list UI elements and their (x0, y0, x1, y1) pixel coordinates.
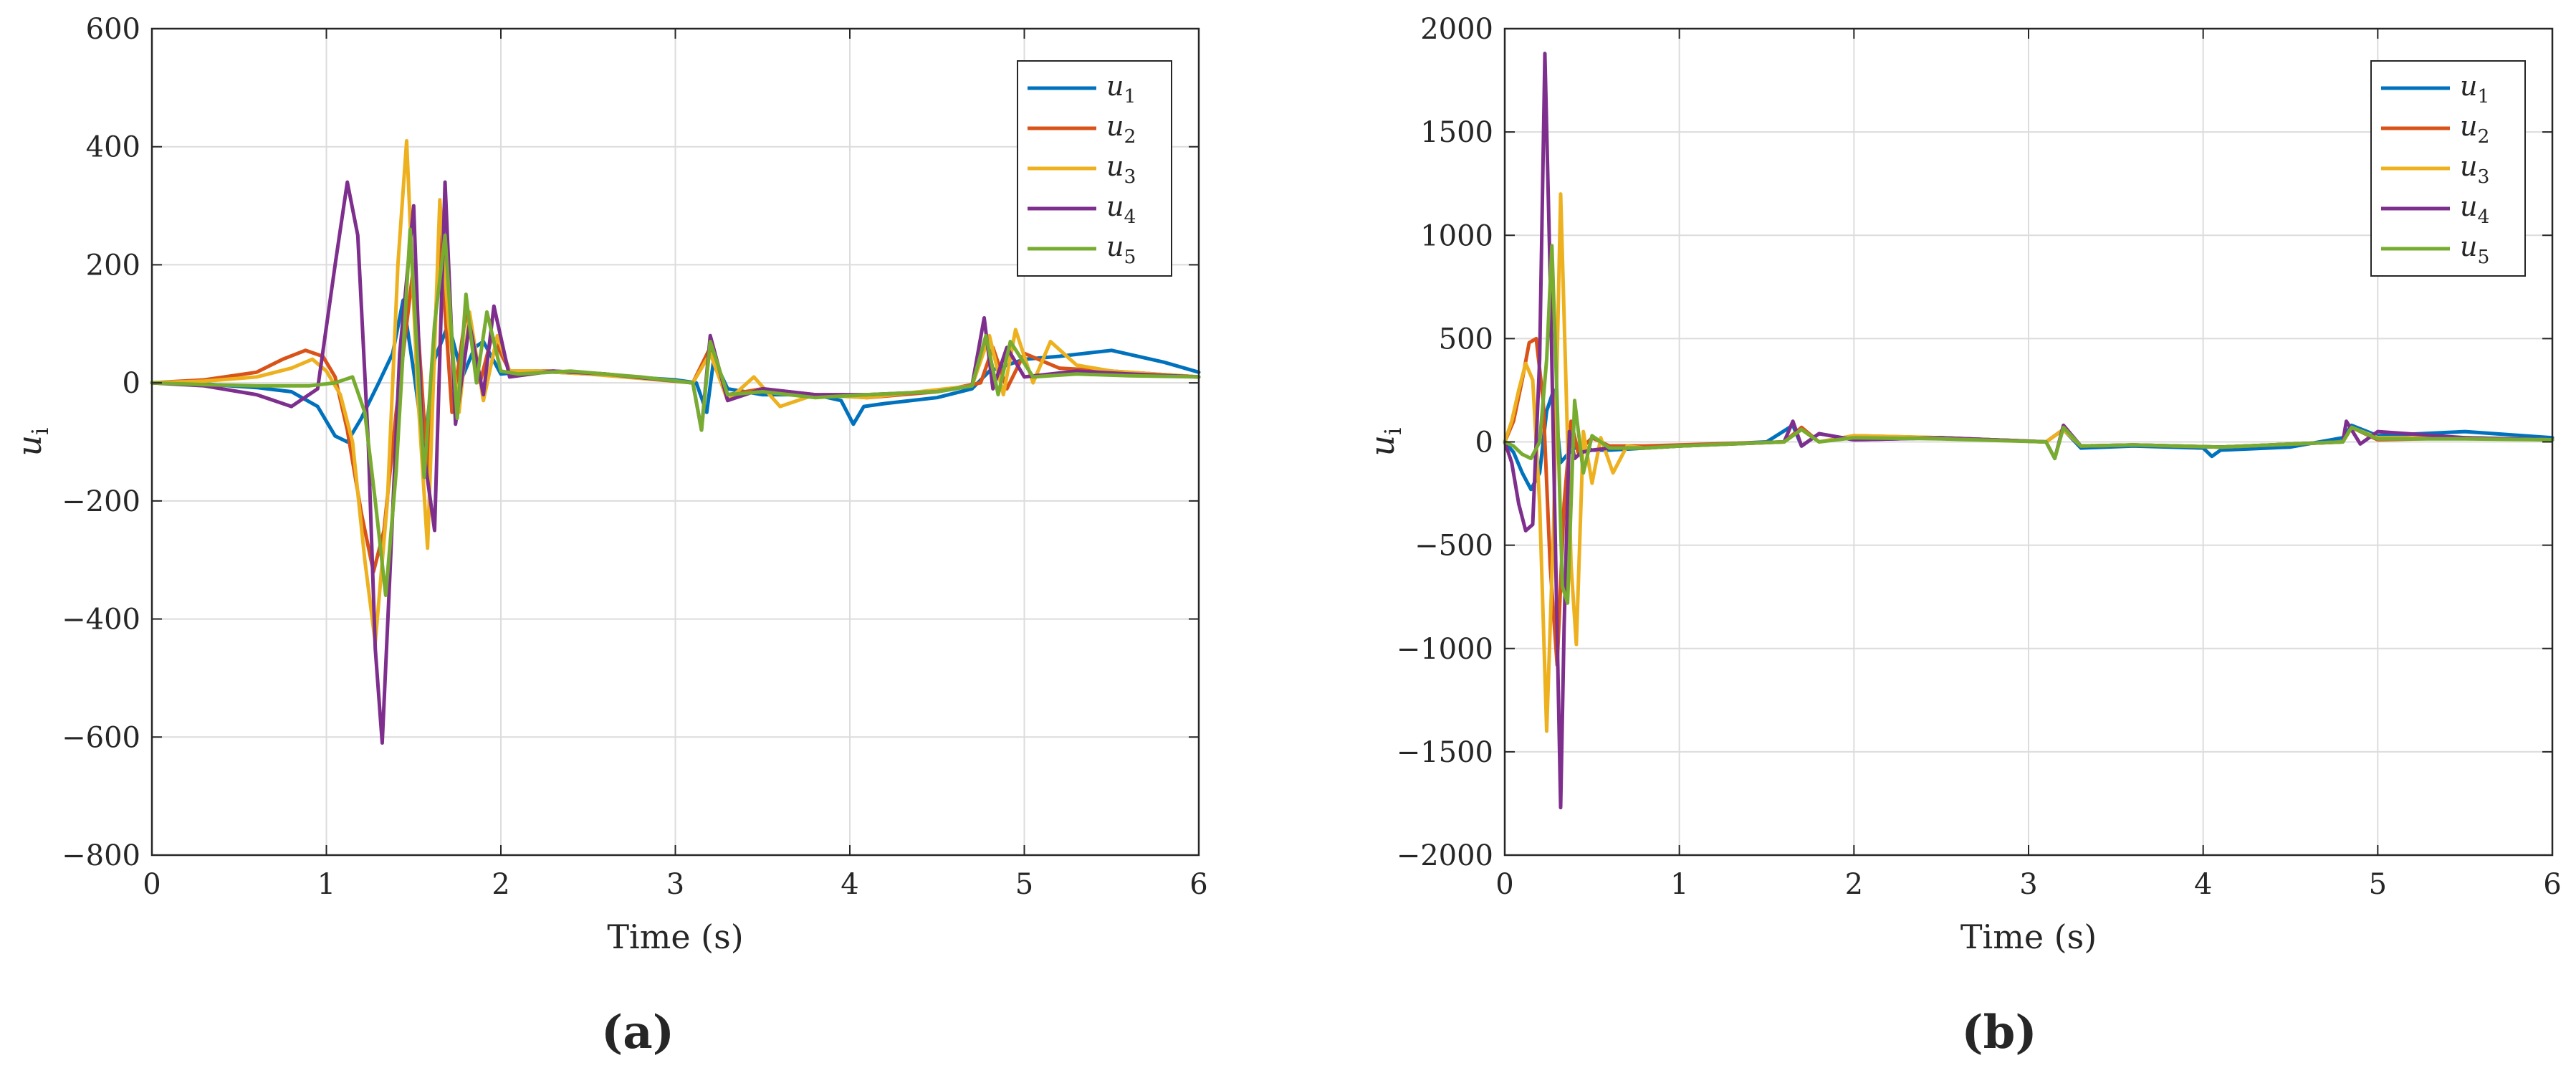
y-tick-label: −500 (1414, 530, 1493, 563)
x-tick-label: 0 (1495, 868, 1513, 901)
y-tick-label: −1000 (1397, 633, 1493, 666)
legend-label-u3: u3 (1106, 151, 1136, 188)
y-tick-label: 0 (1475, 426, 1493, 459)
panel-label: (a) (601, 1006, 674, 1059)
y-tick-label: −600 (62, 721, 140, 754)
legend-label-u2: u2 (1106, 110, 1136, 148)
legend-label-u5: u5 (1106, 231, 1136, 268)
series-line-u5 (1503, 244, 2555, 605)
x-tick-label: 1 (317, 868, 335, 901)
y-tick-label: 500 (1439, 323, 1493, 356)
legend-label-u2: u2 (2460, 110, 2489, 148)
series-line-u4 (150, 180, 1201, 745)
x-tick-label: 0 (143, 868, 161, 901)
x-tick-label: 5 (1015, 868, 1033, 901)
legend-label-u4: u4 (2460, 191, 2489, 228)
x-tick-label: 5 (2369, 868, 2387, 901)
chart-panel-a: 0 1 2 3 4 5 6 −800 −600 −400 −200 0 200 400 600 Time (s… (10, 13, 1208, 1059)
legend-label-u4: u4 (1106, 191, 1136, 228)
y-tick-label: 1000 (1420, 219, 1493, 252)
y-tick-label: 400 (86, 131, 140, 164)
y-axis-label: ui (1363, 428, 1407, 457)
x-tick-label: 4 (841, 868, 858, 901)
series-line-u3 (150, 139, 1201, 644)
y-tick-label: 600 (86, 13, 140, 46)
y-tick-label: 200 (86, 249, 140, 282)
legend-label-u3: u3 (2460, 151, 2489, 188)
y-tick-label: −1500 (1397, 736, 1493, 769)
x-tick-label: 2 (1845, 868, 1863, 901)
x-tick-label: 3 (2019, 868, 2037, 901)
y-tick-label: −400 (62, 604, 140, 636)
x-tick-label: 6 (1189, 868, 1207, 901)
x-tick-label: 4 (2194, 868, 2212, 901)
x-tick-label: 3 (666, 868, 684, 901)
y-tick-label: 2000 (1420, 13, 1493, 46)
x-axis-label: Time (s) (607, 917, 743, 956)
y-tick-label: 0 (123, 367, 140, 400)
series-line-u5 (150, 227, 1201, 598)
x-tick-label: 2 (492, 868, 509, 901)
x-tick-label: 6 (2543, 868, 2561, 901)
legend-label-u1: u1 (1106, 70, 1136, 108)
y-tick-label: −200 (62, 485, 140, 518)
y-axis-label: ui (10, 428, 54, 457)
x-tick-label: 1 (1670, 868, 1688, 901)
y-tick-label: −2000 (1397, 839, 1493, 872)
y-tick-label: 1500 (1420, 116, 1493, 149)
panel-label: (b) (1961, 1006, 2036, 1059)
chart-panel-b: 0 1 2 3 4 5 6 −2000 −1500 −1000 −500 0 500 1000 1500 20… (1363, 13, 2562, 1059)
legend-label-u5: u5 (2460, 231, 2489, 268)
y-tick-label: −800 (62, 839, 140, 872)
legend-label-u1: u1 (2460, 70, 2489, 108)
x-axis-label: Time (s) (1960, 917, 2097, 956)
